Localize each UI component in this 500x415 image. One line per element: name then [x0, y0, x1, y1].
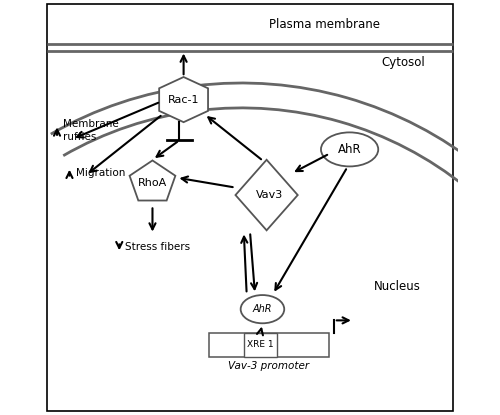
Text: RhoA: RhoA: [138, 178, 167, 188]
Polygon shape: [130, 161, 176, 200]
Text: Stress fibers: Stress fibers: [126, 242, 190, 252]
Ellipse shape: [321, 132, 378, 166]
Text: Membrane
ruffles: Membrane ruffles: [63, 119, 119, 142]
Polygon shape: [236, 160, 298, 230]
Text: Rac-1: Rac-1: [168, 95, 200, 105]
Text: AhR: AhR: [252, 304, 272, 314]
Text: Migration: Migration: [76, 168, 125, 178]
Text: Cytosol: Cytosol: [382, 56, 426, 69]
Text: Plasma membrane: Plasma membrane: [269, 18, 380, 32]
Bar: [244, 333, 277, 357]
Text: Nucleus: Nucleus: [374, 280, 421, 293]
Polygon shape: [159, 77, 208, 122]
Text: Vav-3 promoter: Vav-3 promoter: [228, 361, 309, 371]
Bar: [208, 333, 329, 357]
Text: XRE 1: XRE 1: [247, 340, 274, 349]
Ellipse shape: [240, 295, 284, 323]
Text: Vav3: Vav3: [256, 190, 283, 200]
Text: AhR: AhR: [338, 143, 361, 156]
